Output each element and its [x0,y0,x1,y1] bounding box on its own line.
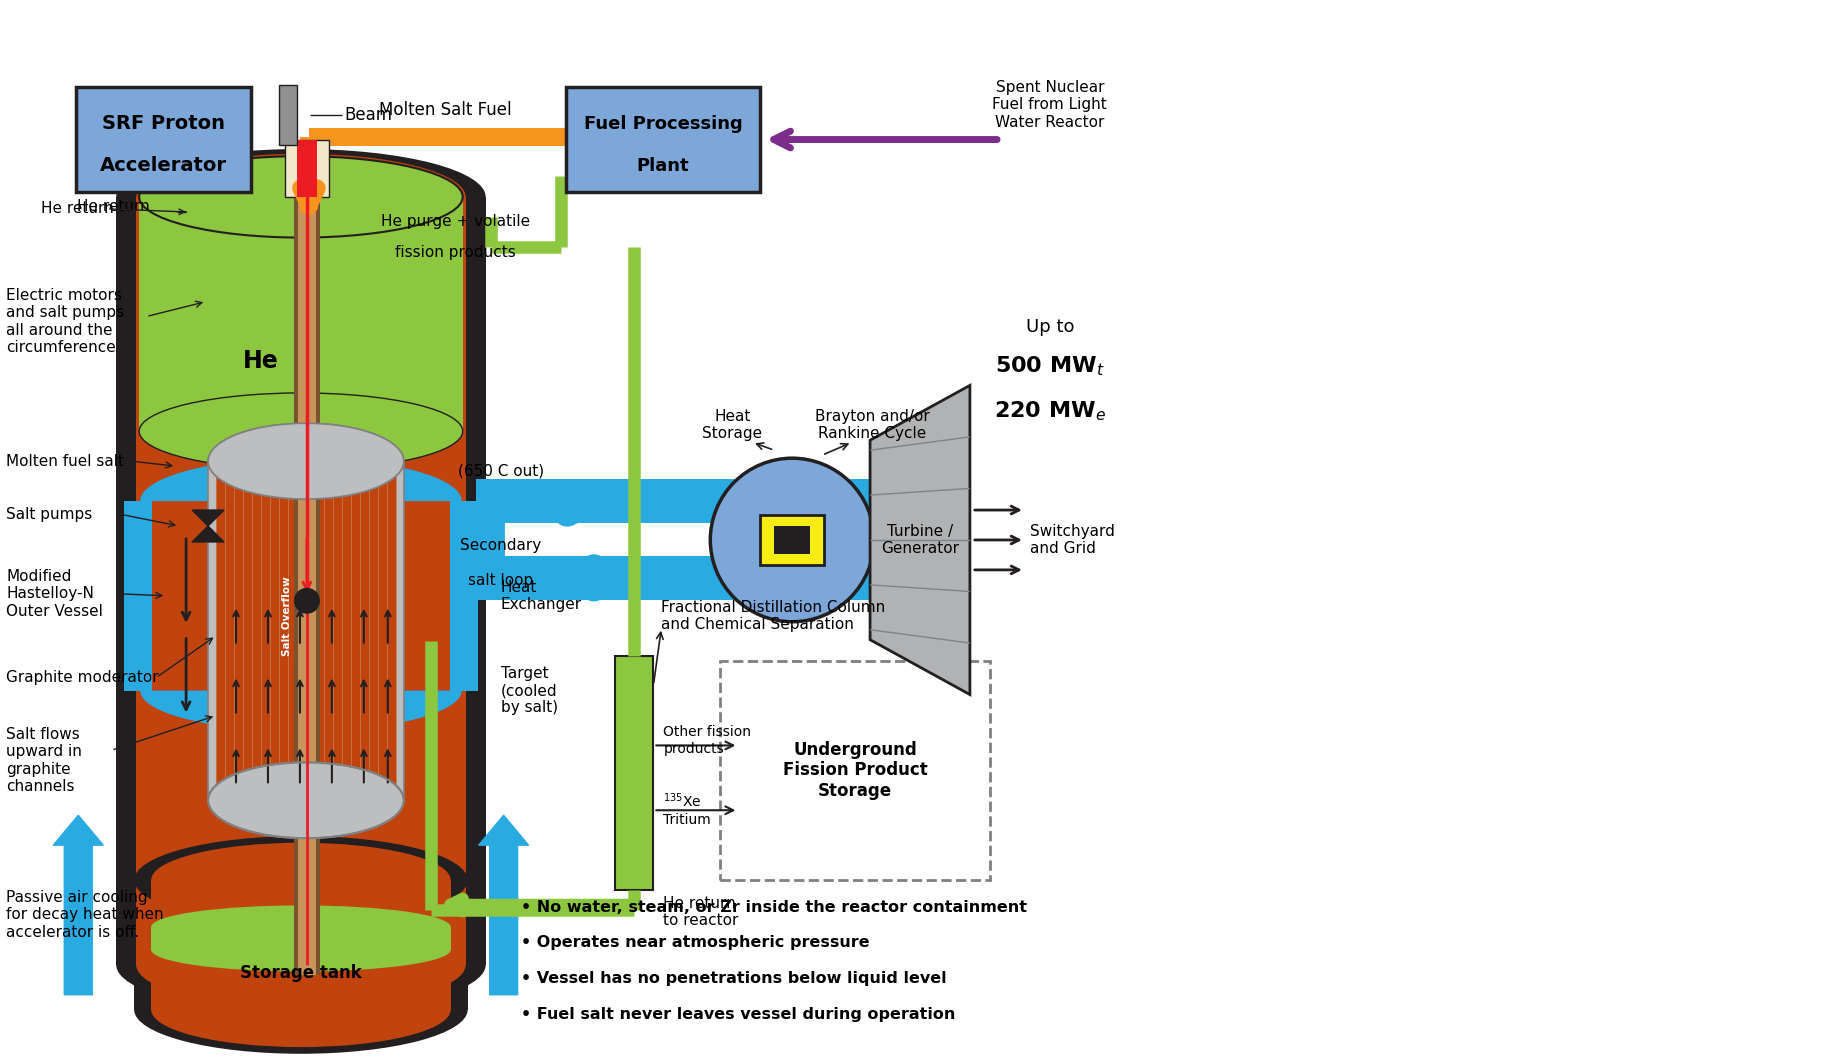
Bar [616,656,654,890]
Bar [297,139,317,196]
Bar [217,461,395,800]
Bar [151,880,450,1010]
Text: Storage tank: Storage tank [241,964,363,982]
Bar [135,880,468,1010]
Bar [217,456,395,466]
Text: Spent Nuclear
Fuel from Light
Water Reactor: Spent Nuclear Fuel from Light Water Reac… [993,80,1108,130]
Polygon shape [871,385,969,695]
Text: salt loop: salt loop [468,573,534,588]
Text: 500 MW$_t$: 500 MW$_t$ [995,355,1104,378]
Text: fission products: fission products [395,245,516,260]
Ellipse shape [135,965,468,1054]
Ellipse shape [208,423,404,499]
Text: Brayton and/or
Rankine Cycle: Brayton and/or Rankine Cycle [814,409,929,441]
Ellipse shape [208,762,404,838]
Text: Salt pumps: Salt pumps [7,507,93,522]
Text: He purge + volatile: He purge + volatile [381,213,530,229]
Text: Passive air cooling
for decay heat when
accelerator is off.: Passive air cooling for decay heat when … [7,890,164,940]
Bar [151,927,450,950]
Bar [137,196,466,965]
Text: • Fuel salt never leaves vessel during operation: • Fuel salt never leaves vessel during o… [521,1007,955,1022]
Text: Turbine /
Generator: Turbine / Generator [882,524,958,557]
Text: $^{135}$Xe
Tritium: $^{135}$Xe Tritium [663,792,711,827]
Text: Other fission
products: Other fission products [663,725,751,755]
Ellipse shape [135,836,468,924]
FancyArrow shape [479,815,528,995]
Text: • Vessel has no penetrations below liquid level: • Vessel has no penetrations below liqui… [521,972,946,986]
Ellipse shape [117,149,486,245]
Text: Salt flows
upward in
graphite
channels: Salt flows upward in graphite channels [7,727,82,794]
Text: Modified
Hastelloy-N
Outer Vessel: Modified Hastelloy-N Outer Vessel [7,569,104,619]
Ellipse shape [151,905,450,948]
Bar [760,515,824,565]
Bar [450,501,477,691]
Text: Heat
Exchanger: Heat Exchanger [501,580,581,612]
Bar [476,479,955,523]
Text: He return
to reactor: He return to reactor [663,895,738,928]
Text: Secondary: Secondary [459,538,541,553]
Bar [208,461,404,800]
Text: Heat
Storage: Heat Storage [701,409,762,441]
Text: 220 MW$_e$: 220 MW$_e$ [993,399,1106,423]
Ellipse shape [117,917,486,1013]
Ellipse shape [138,156,463,238]
Bar [77,88,251,192]
Bar [279,84,297,145]
Text: (650 C out): (650 C out) [457,464,543,478]
Ellipse shape [208,762,404,838]
Text: Fractional Distillation Column
and Chemical Separation: Fractional Distillation Column and Chemi… [661,600,885,631]
Ellipse shape [208,423,404,499]
Text: Accelerator: Accelerator [100,156,228,175]
Text: Salt Overflow: Salt Overflow [282,576,292,656]
FancyArrow shape [53,815,104,995]
Text: He: He [242,350,279,374]
Bar [124,501,153,691]
Bar [565,88,760,192]
Polygon shape [191,510,224,542]
Bar [299,187,315,975]
Text: He return: He return [77,200,149,214]
Text: Target
(cooled
by salt): Target (cooled by salt) [501,665,558,716]
Bar [774,526,811,554]
Polygon shape [140,691,461,731]
Text: • No water, steam, or Zr inside the reactor containment: • No water, steam, or Zr inside the reac… [521,900,1026,914]
Text: Plant: Plant [636,156,689,174]
Ellipse shape [138,393,463,470]
Text: • Operates near atmospheric pressure: • Operates near atmospheric pressure [521,936,869,950]
Circle shape [293,588,321,614]
Ellipse shape [151,973,450,1048]
Ellipse shape [137,922,466,1007]
Text: SRF Proton: SRF Proton [102,114,226,133]
Ellipse shape [137,154,466,240]
Bar [293,187,321,975]
Text: Switchyard
and Grid: Switchyard and Grid [1029,524,1115,557]
Bar [138,196,463,431]
Circle shape [711,458,875,622]
Text: He return: He return [42,202,115,216]
Bar [284,139,330,196]
Text: Beam: Beam [344,106,394,124]
Ellipse shape [151,843,450,918]
Bar [117,196,486,965]
Text: Molten Salt Fuel: Molten Salt Fuel [379,101,512,119]
Polygon shape [140,458,461,501]
Bar [476,555,955,600]
Bar [720,661,989,880]
Text: Graphite moderator: Graphite moderator [7,671,159,685]
Text: Electric motors
and salt pumps
all around the
circumference: Electric motors and salt pumps all aroun… [7,288,124,355]
Ellipse shape [151,928,450,972]
Text: Underground
Fission Product
Storage: Underground Fission Product Storage [783,740,927,800]
Text: Fuel Processing: Fuel Processing [583,115,742,133]
Text: Up to: Up to [1026,318,1073,336]
Text: Molten fuel salt: Molten fuel salt [7,454,124,469]
